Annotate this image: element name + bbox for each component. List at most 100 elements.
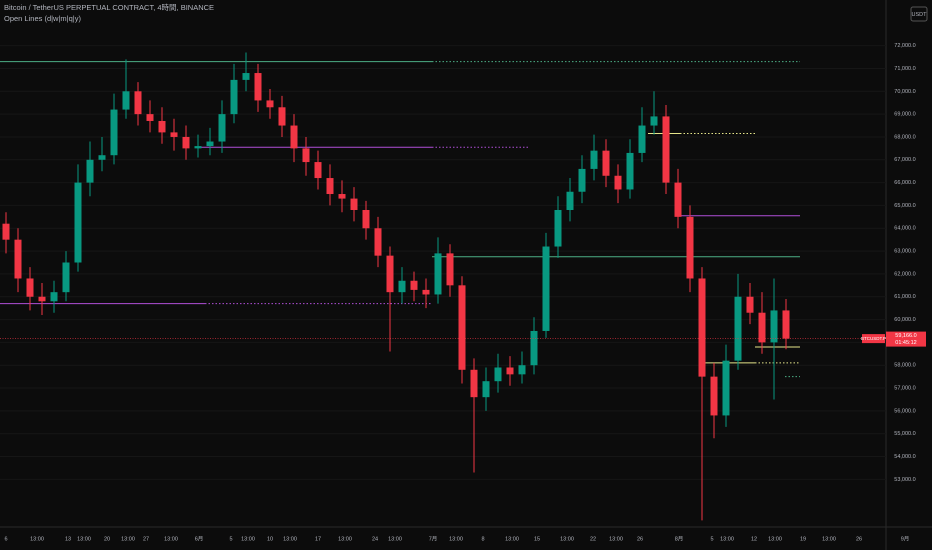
x-tick-label: 5 [229, 536, 232, 542]
x-tick-label: 27 [143, 536, 149, 542]
x-tick-label: 13:00 [449, 536, 463, 542]
candle-body [698, 278, 706, 377]
candle-body [506, 367, 514, 375]
candle-body [530, 330, 538, 366]
candle-body [254, 73, 262, 101]
candle-body [26, 278, 34, 297]
x-tick-label: 19 [800, 536, 806, 542]
candle-body [122, 91, 130, 110]
candle-body [566, 191, 574, 210]
x-tick-label: 7月 [429, 535, 438, 542]
candle-body [146, 114, 154, 121]
x-tick-label: 13:00 [241, 536, 255, 542]
candle-body [362, 210, 370, 229]
price-tag [886, 331, 926, 347]
y-tick-label: 64,000.0 [894, 226, 915, 232]
x-tick-label: 13:00 [720, 536, 734, 542]
currency-label[interactable]: USDT [912, 12, 928, 18]
y-tick-label: 61,000.0 [894, 294, 915, 300]
price-label: 59,166.0 [895, 333, 916, 339]
candle-body [338, 194, 346, 199]
candle-body [62, 262, 70, 293]
candle-body [302, 148, 310, 163]
candle-body [410, 280, 418, 290]
y-tick-label: 60,000.0 [894, 317, 915, 323]
x-tick-label: 22 [590, 536, 596, 542]
candle-body [422, 289, 430, 295]
x-tick-label: 8 [481, 536, 484, 542]
x-tick-label: 6月 [195, 535, 204, 542]
y-tick-label: 56,000.0 [894, 408, 915, 414]
candle-body [242, 73, 250, 80]
y-tick-label: 63,000.0 [894, 249, 915, 255]
x-tick-label: 13:00 [283, 536, 297, 542]
candle-body [650, 116, 658, 126]
candle-body [638, 125, 646, 153]
candle-body [374, 228, 382, 256]
candle-body [434, 253, 442, 295]
x-tick-label: 13:00 [164, 536, 178, 542]
x-tick-label: 13:00 [30, 536, 44, 542]
candle-body [2, 223, 10, 240]
candle-body [770, 310, 778, 343]
y-tick-label: 69,000.0 [894, 112, 915, 118]
candle-body [38, 296, 46, 302]
candle-body [278, 107, 286, 126]
candle-body [86, 159, 94, 183]
candle-body [734, 296, 742, 361]
x-tick-label: 12 [751, 536, 757, 542]
x-tick-label: 17 [315, 536, 321, 542]
y-tick-label: 67,000.0 [894, 157, 915, 163]
candle-body [578, 168, 586, 192]
candle-body [74, 182, 82, 263]
y-tick-label: 54,000.0 [894, 454, 915, 460]
candle-body [110, 109, 118, 156]
chart-title: Bitcoin / TetherUS PERPETUAL CONTRACT, 4… [4, 3, 214, 12]
x-tick-label: 26 [856, 536, 862, 542]
candle-body [710, 376, 718, 416]
candle-body [674, 182, 682, 217]
y-tick-label: 70,000.0 [894, 89, 915, 95]
y-tick-label: 62,000.0 [894, 271, 915, 277]
x-tick-label: 6 [4, 536, 7, 542]
candle-body [194, 146, 202, 149]
x-tick-label: 13:00 [77, 536, 91, 542]
candle-body [758, 312, 766, 343]
candle-body [218, 114, 226, 142]
candle-body [746, 296, 754, 313]
currency-button[interactable] [910, 6, 928, 22]
x-tick-label: 13:00 [121, 536, 135, 542]
x-tick-label: 8月 [675, 535, 684, 542]
x-tick-label: 13:00 [822, 536, 836, 542]
candle-body [182, 136, 190, 149]
y-tick-label: 65,000.0 [894, 203, 915, 209]
candle-body [134, 91, 142, 115]
x-tick-label: 9月 [901, 535, 910, 542]
y-tick-label: 53,000.0 [894, 477, 915, 483]
candle-body [350, 198, 358, 210]
countdown-label: 01:45:12 [895, 340, 916, 346]
candle-body [626, 152, 634, 190]
candle-body [314, 162, 322, 179]
x-tick-label: 13:00 [505, 536, 519, 542]
candle-body [50, 292, 58, 302]
candle-body [206, 141, 214, 147]
candle-body [170, 132, 178, 137]
x-tick-label: 20 [104, 536, 110, 542]
x-tick-label: 5 [710, 536, 713, 542]
candle-body [326, 178, 334, 195]
candle-body [722, 360, 730, 416]
candle-body [98, 155, 106, 160]
y-tick-label: 72,000.0 [894, 43, 915, 49]
candle-body [518, 365, 526, 375]
y-tick-label: 68,000.0 [894, 134, 915, 140]
candle-body [266, 100, 274, 108]
candle-body [386, 255, 394, 293]
y-tick-label: 58,000.0 [894, 363, 915, 369]
candle-body [14, 239, 22, 279]
x-tick-label: 13 [65, 536, 71, 542]
candle-body [482, 381, 490, 398]
x-tick-label: 10 [267, 536, 273, 542]
candle-body [662, 116, 670, 183]
